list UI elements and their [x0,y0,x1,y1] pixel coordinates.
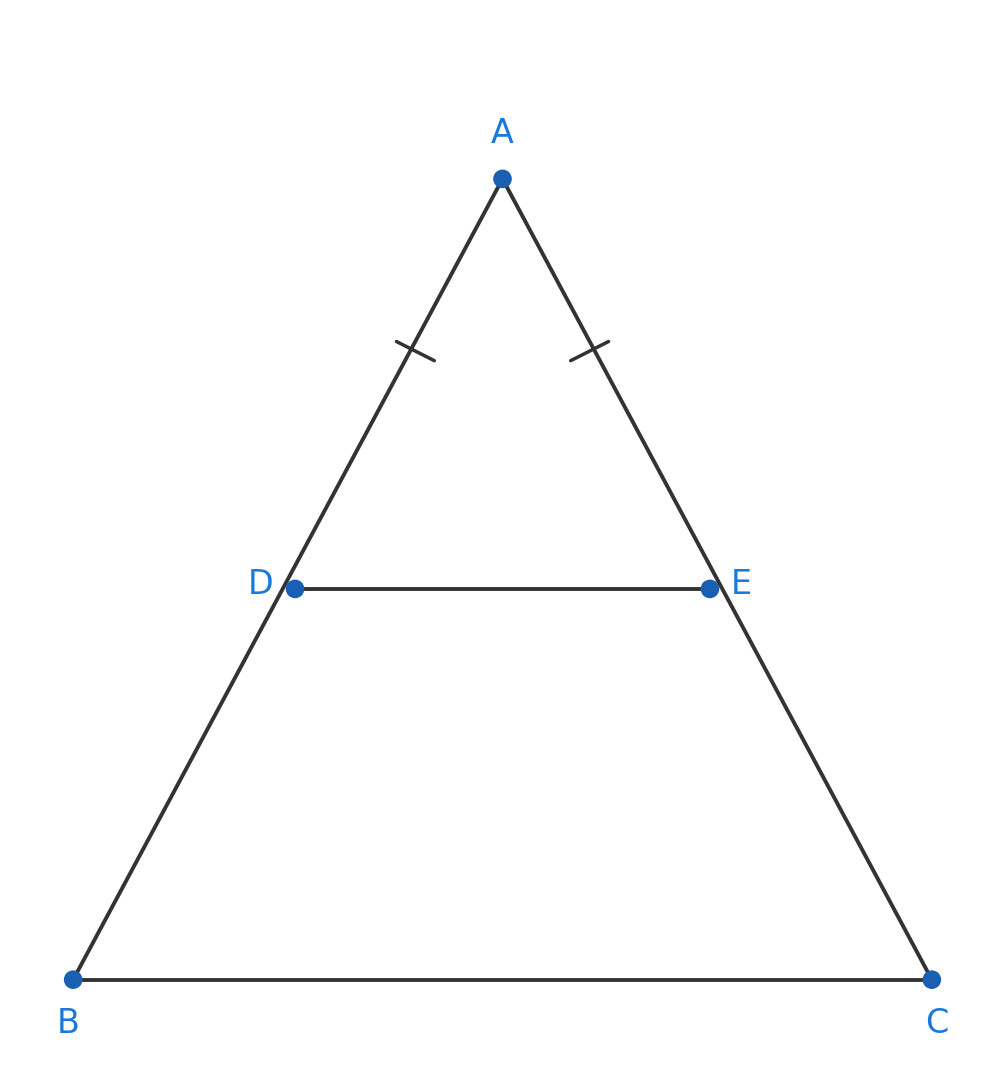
Text: C: C [925,1007,949,1040]
Point [494,170,511,188]
Point [701,580,718,598]
Text: E: E [732,567,753,600]
Text: B: B [57,1007,79,1040]
Text: A: A [491,117,514,149]
Text: D: D [248,567,273,600]
Point [65,971,81,988]
Point [287,580,304,598]
Point [924,971,940,988]
